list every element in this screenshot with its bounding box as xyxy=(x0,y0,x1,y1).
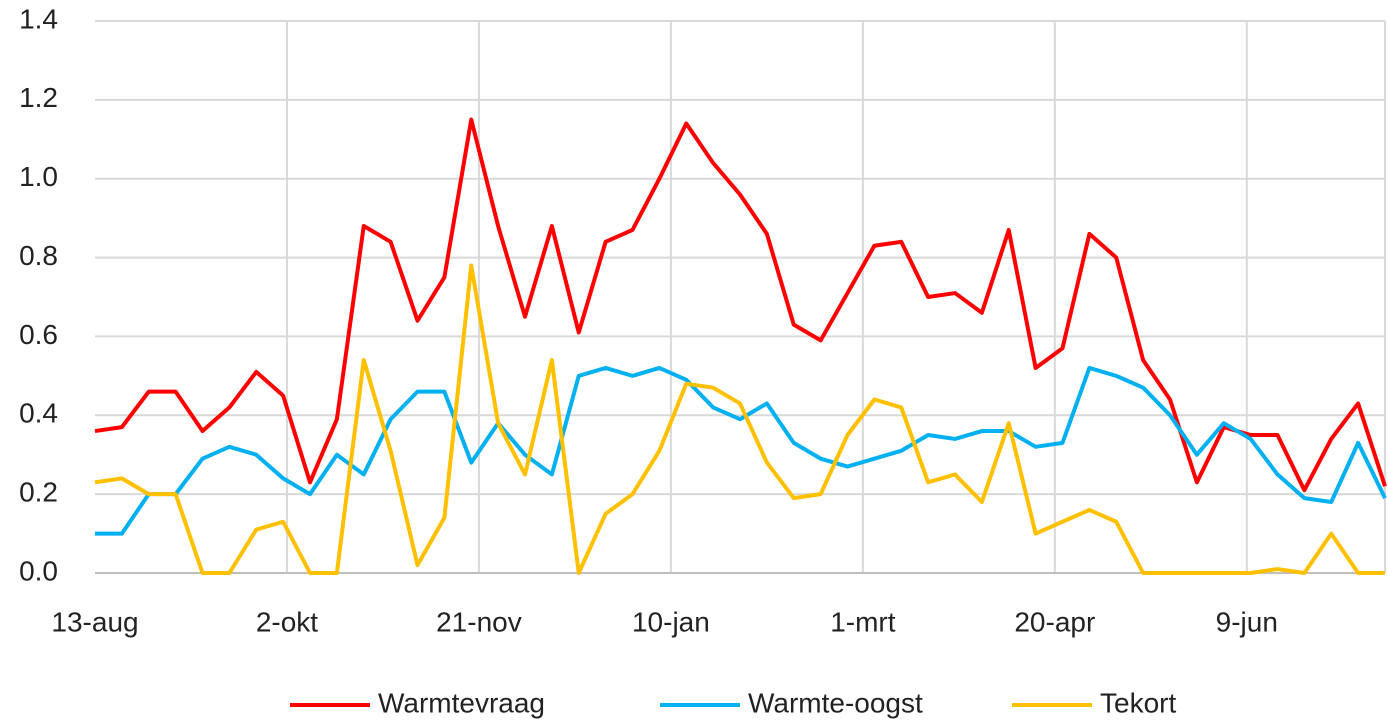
y-tick-label: 0.6 xyxy=(19,319,58,350)
y-tick-label: 0.4 xyxy=(19,398,58,429)
legend-label: Tekort xyxy=(1100,687,1176,718)
data-line xyxy=(95,365,1387,536)
y-tick-label: 0.8 xyxy=(19,240,58,271)
x-tick-label: 21-nov xyxy=(436,606,522,637)
x-tick-label: 13-aug xyxy=(51,606,138,637)
x-tick-label: 20-apr xyxy=(1014,606,1095,637)
legend-label: Warmte-oogst xyxy=(748,687,923,718)
legend-label: Warmtevraag xyxy=(378,687,545,718)
x-tick-label: 10-jan xyxy=(632,606,710,637)
data-line xyxy=(94,117,1387,493)
x-tick-label: 1-mrt xyxy=(830,606,896,637)
y-tick-label: 0.0 xyxy=(19,555,58,586)
y-tick-label: 1.4 xyxy=(19,3,58,34)
y-tick-label: 1.0 xyxy=(19,161,58,192)
data-line xyxy=(94,263,1385,575)
y-tick-label: 0.2 xyxy=(19,477,58,508)
y-tick-label: 1.2 xyxy=(19,82,58,113)
x-tick-label: 9-jun xyxy=(1216,606,1278,637)
x-tick-label: 2-okt xyxy=(256,606,318,637)
